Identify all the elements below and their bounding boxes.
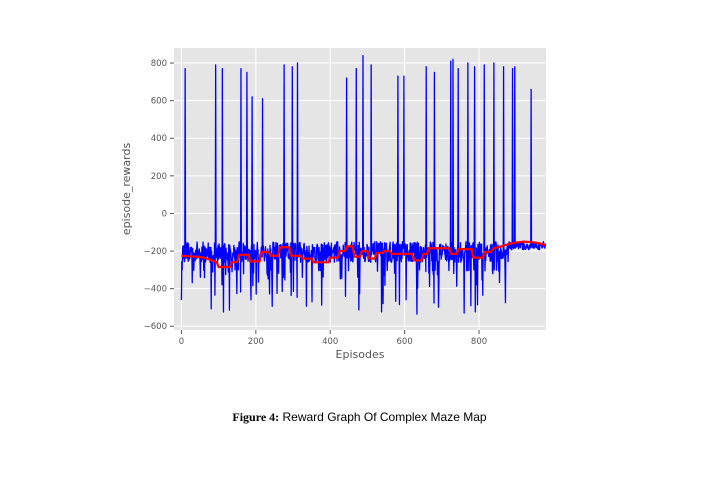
y-tick-label: 400 [151,134,167,144]
chart-figure: −600 −400 −200 0 200 400 600 800 0 200 400 600 800 Ep… [118,36,564,362]
y-tick-label: −600 [144,322,167,332]
series-moving-average-line [181,240,546,269]
y-axis-label: episode_rewards [120,143,133,236]
y-tick-label: 600 [151,97,167,107]
y-tick-label: 200 [151,172,167,182]
y-tick-label: 0 [162,209,167,219]
figure-number: Figure 4: [232,410,280,424]
series-episode-rewards-line [180,54,546,315]
x-tick-label: 0 [179,337,184,347]
y-tick-label: 800 [151,59,167,69]
x-axis-label: Episodes [336,348,385,361]
y-tick-label: −200 [144,247,167,257]
y-tick-label: −400 [144,285,167,295]
figure-caption: Figure 4: Reward Graph Of Complex Maze M… [0,410,719,425]
x-tick-label: 200 [248,337,264,347]
reward-chart: −600 −400 −200 0 200 400 600 800 0 200 400 600 800 Ep… [120,48,546,361]
x-tick-label: 400 [322,337,338,347]
figure-caption-text: Reward Graph Of Complex Maze Map [279,410,487,424]
x-tick-label: 800 [471,337,487,347]
x-tick-label: 600 [397,337,413,347]
